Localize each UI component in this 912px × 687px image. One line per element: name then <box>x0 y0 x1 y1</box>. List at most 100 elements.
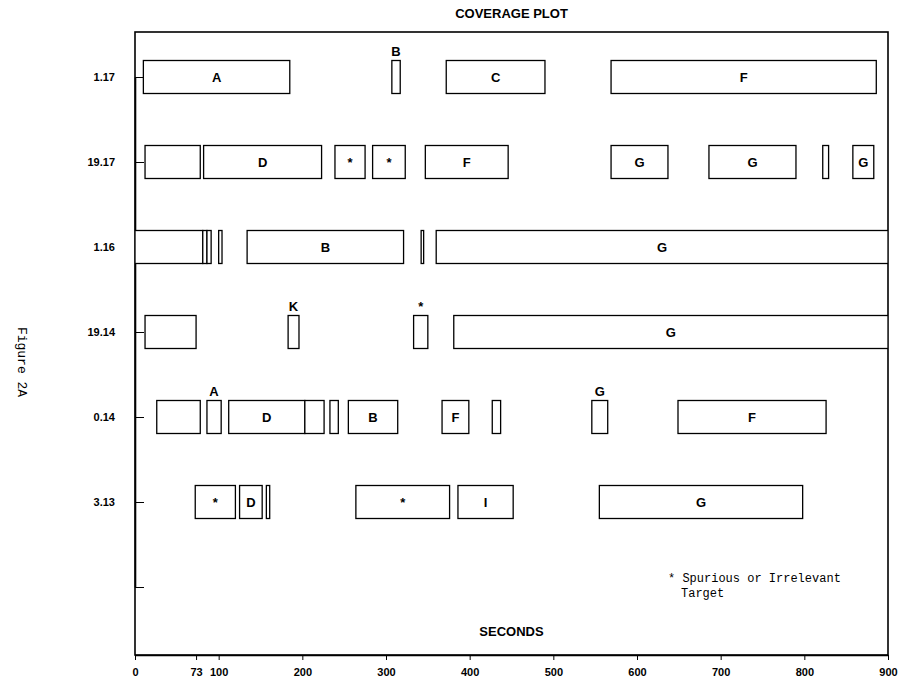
bar-label: F <box>463 155 471 170</box>
coverage-bar <box>288 316 299 349</box>
coverage-bar <box>373 146 406 179</box>
y-tick-mark <box>135 502 144 503</box>
bar-label: G <box>634 155 644 170</box>
bar-label: G <box>696 495 706 510</box>
coverage-bar <box>436 231 888 264</box>
bar-label: * <box>400 495 406 510</box>
coverage-bar <box>266 486 269 519</box>
coverage-bar <box>421 231 424 264</box>
bar-label: C <box>491 70 501 85</box>
coverage-bar <box>425 146 508 179</box>
bar-label: D <box>262 410 271 425</box>
coverage-bar <box>195 486 235 519</box>
coverage-bar <box>143 61 289 94</box>
x-tick-label: 900 <box>879 666 897 678</box>
bar-label: A <box>212 70 222 85</box>
bar-label: * <box>418 299 424 314</box>
coverage-bar <box>454 316 888 349</box>
figure-label: Figure 2A <box>14 327 29 397</box>
coverage-bar <box>219 231 222 264</box>
x-tick: 500 <box>545 655 563 678</box>
coverage-bar <box>240 486 263 519</box>
bar-label: A <box>209 384 219 399</box>
coverage-bar <box>414 316 428 349</box>
x-tick: 73 <box>190 655 202 678</box>
bar-label: B <box>368 410 377 425</box>
x-tick: 300 <box>377 655 395 678</box>
chart: COVERAGE PLOT073100200300400500600700800… <box>0 0 912 687</box>
annotation: * Spurious or IrrelevantTarget <box>668 572 841 601</box>
x-tick-label: 700 <box>712 666 730 678</box>
bar-label: * <box>347 155 353 170</box>
x-tick: 0 <box>132 655 138 678</box>
x-tick-label: 500 <box>545 666 563 678</box>
annotation-line: Target <box>681 587 724 601</box>
bar-label: F <box>748 410 756 425</box>
bar-label: B <box>391 44 400 59</box>
x-tick-mark <box>219 655 220 660</box>
bars <box>135 61 888 519</box>
coverage-bar <box>823 146 829 179</box>
x-tick: 700 <box>712 655 730 678</box>
y-tick <box>135 587 144 588</box>
coverage-bar <box>611 61 876 94</box>
x-tick: 600 <box>628 655 646 678</box>
y-tick-mark <box>135 332 144 333</box>
x-tick-label: 0 <box>132 666 138 678</box>
x-tick: 200 <box>294 655 312 678</box>
bar-label: F <box>451 410 459 425</box>
annotation-line: * Spurious or Irrelevant <box>668 572 841 586</box>
y-tick: 0.14 <box>94 411 144 423</box>
coverage-bar <box>442 401 469 434</box>
coverage-bar <box>678 401 826 434</box>
bar-label: G <box>858 155 868 170</box>
coverage-bar <box>207 401 221 434</box>
coverage-bar <box>458 486 513 519</box>
bar-label: D <box>246 495 255 510</box>
y-tick-mark <box>135 417 144 418</box>
x-tick-label: 600 <box>628 666 646 678</box>
y-tick-mark <box>135 162 144 163</box>
title: COVERAGE PLOT <box>455 6 568 21</box>
coverage-bar <box>145 146 200 179</box>
bar-label: G <box>666 325 676 340</box>
x-tick-mark <box>135 655 136 660</box>
y-tick: 19.17 <box>87 156 144 168</box>
coverage-bar <box>247 231 403 264</box>
bar-label: G <box>747 155 757 170</box>
coverage-bar <box>207 231 211 264</box>
coverage-bar <box>392 61 400 94</box>
coverage-bar <box>335 146 365 179</box>
bar-label: * <box>386 155 392 170</box>
x-tick-label: 300 <box>377 666 395 678</box>
x-tick: 400 <box>461 655 479 678</box>
x-axis: 073100200300400500600700800900 <box>132 655 897 678</box>
x-axis-title: SECONDS <box>479 624 544 639</box>
x-tick-mark <box>196 655 197 660</box>
bar-labels: ABCFD**FGGGBGK*GADBFGF*D*IG <box>209 44 868 511</box>
y-tick-mark <box>135 77 144 78</box>
y-tick: 1.17 <box>94 71 144 83</box>
coverage-bar <box>356 486 450 519</box>
coverage-bar <box>592 401 608 434</box>
y-tick-label: 1.16 <box>94 241 115 253</box>
coverage-bar <box>204 146 322 179</box>
bar-label: F <box>740 70 748 85</box>
y-axis: 1.1719.171.1619.140.143.13 <box>87 71 144 587</box>
x-tick-mark <box>470 655 471 660</box>
y-tick-mark <box>135 587 144 588</box>
bar-label: * <box>213 495 219 510</box>
coverage-bar <box>145 316 196 349</box>
coverage-bar <box>348 401 397 434</box>
x-tick-label: 400 <box>461 666 479 678</box>
x-tick: 100 <box>210 655 228 678</box>
bar-label: G <box>595 384 605 399</box>
coverage-bar <box>611 146 668 179</box>
coverage-bar <box>853 146 874 179</box>
bar-label: G <box>657 240 667 255</box>
x-tick-mark <box>888 655 889 660</box>
x-tick-label: 100 <box>210 666 228 678</box>
bar-label: D <box>258 155 267 170</box>
y-tick: 3.13 <box>94 496 144 508</box>
coverage-bar <box>599 486 802 519</box>
